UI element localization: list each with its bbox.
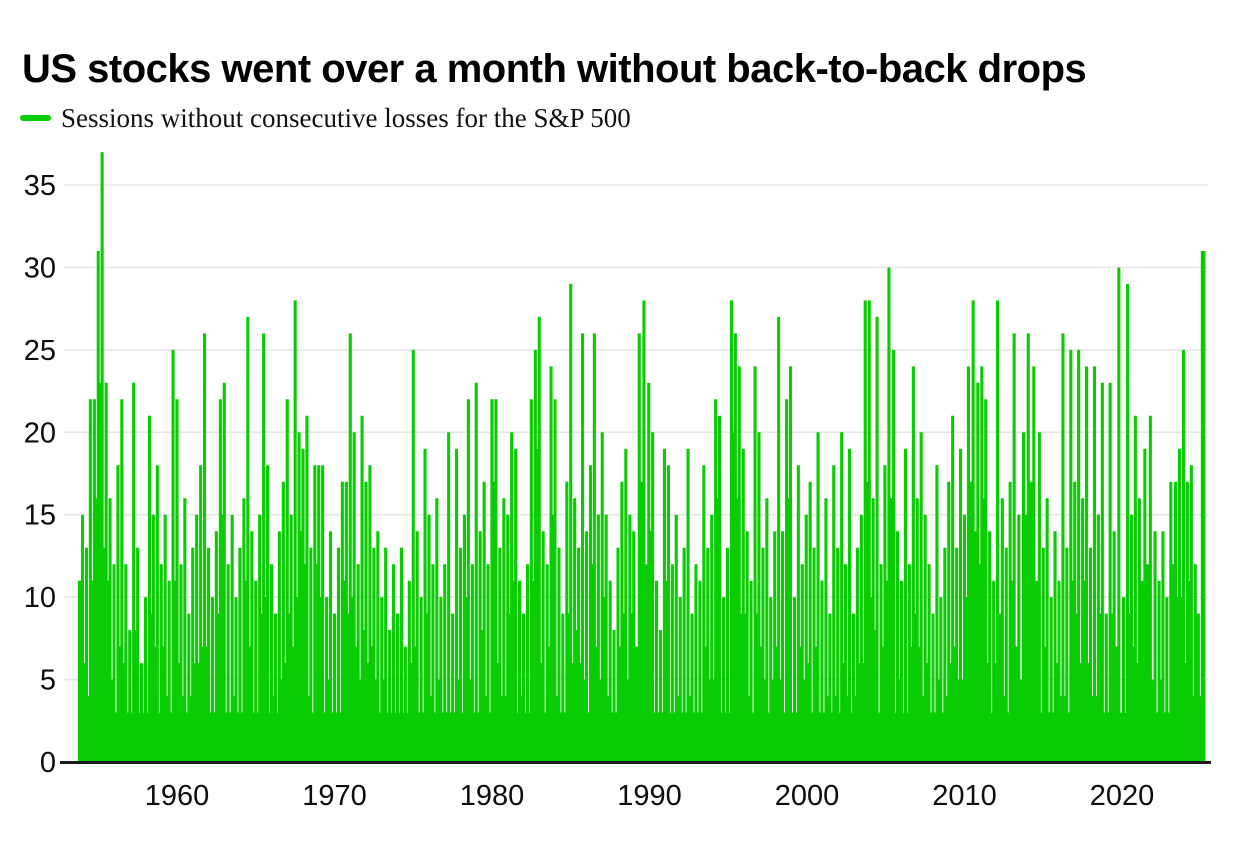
x-axis-tick-label: 1990 bbox=[617, 780, 682, 812]
x-axis-tick-label: 1960 bbox=[145, 780, 210, 812]
page-title: US stocks went over a month without back… bbox=[22, 46, 1087, 91]
y-axis-tick-label: 15 bbox=[24, 500, 56, 532]
series-area bbox=[77, 152, 1206, 763]
y-axis-tick-label: 25 bbox=[24, 335, 56, 367]
y-axis-tick-label: 10 bbox=[24, 582, 56, 614]
y-axis-tick-label: 30 bbox=[24, 253, 56, 285]
x-axis-tick-label: 2000 bbox=[775, 780, 840, 812]
y-axis-tick-label: 0 bbox=[40, 747, 56, 779]
legend: Sessions without consecutive losses for … bbox=[20, 100, 631, 136]
y-axis-tick-label: 20 bbox=[24, 417, 56, 449]
y-axis-tick-label: 5 bbox=[40, 665, 56, 697]
x-axis-tick-label: 1980 bbox=[460, 780, 525, 812]
x-axis-tick-label: 2010 bbox=[932, 780, 997, 812]
x-axis-tick-label: 2020 bbox=[1090, 780, 1155, 812]
legend-label: Sessions without consecutive losses for … bbox=[61, 102, 631, 133]
y-axis-tick-label: 35 bbox=[24, 170, 56, 202]
legend-line-swatch-icon bbox=[20, 115, 51, 121]
x-axis-tick-label: 1970 bbox=[302, 780, 367, 812]
